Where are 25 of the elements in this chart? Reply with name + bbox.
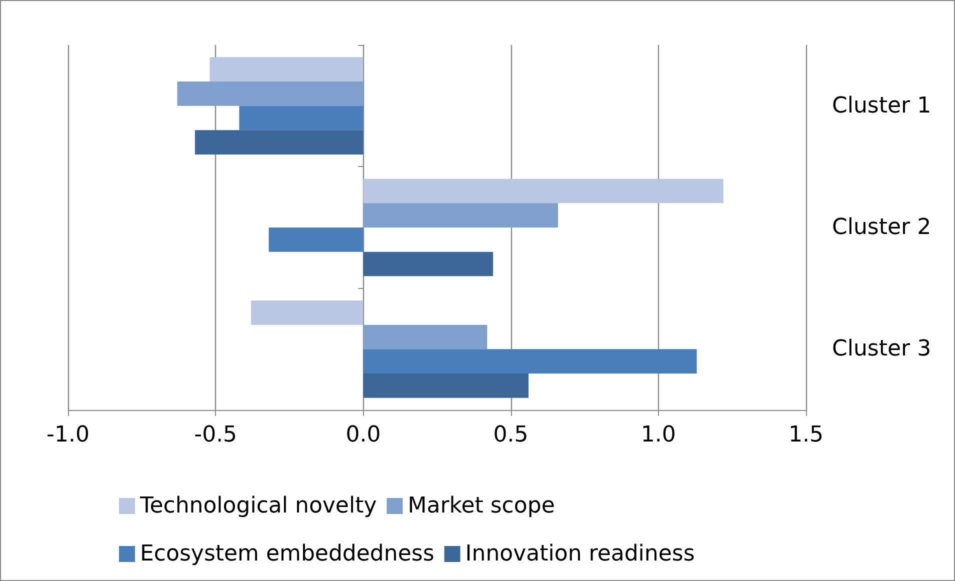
bar xyxy=(251,300,364,325)
bar xyxy=(177,82,364,106)
x-tick-label: 1.0 xyxy=(640,422,676,448)
x-tick-label: -0.5 xyxy=(194,422,238,448)
bar xyxy=(210,57,364,82)
bar xyxy=(363,324,488,350)
x-tick-label: -1.0 xyxy=(46,422,90,448)
legend-label: Innovation readiness xyxy=(465,542,695,566)
bar xyxy=(194,130,364,154)
legend-label: Ecosystem embeddedness xyxy=(140,542,434,566)
bar xyxy=(363,349,697,374)
legend-label: Market scope xyxy=(408,494,555,518)
bar xyxy=(363,203,558,228)
bar xyxy=(363,178,724,204)
legend-label: Technological novelty xyxy=(139,494,377,518)
bar xyxy=(363,374,529,398)
y-tick-label: Cluster 1 xyxy=(832,93,932,118)
bar xyxy=(268,228,364,252)
y-tick-label: Cluster 3 xyxy=(832,336,932,362)
y-tick-label: Cluster 2 xyxy=(832,215,932,240)
x-tick-label: 0.0 xyxy=(346,422,381,448)
x-tick-label: 1.5 xyxy=(788,422,824,448)
bar xyxy=(239,106,364,130)
bar xyxy=(363,252,494,276)
x-tick-label: 0.5 xyxy=(493,422,528,448)
